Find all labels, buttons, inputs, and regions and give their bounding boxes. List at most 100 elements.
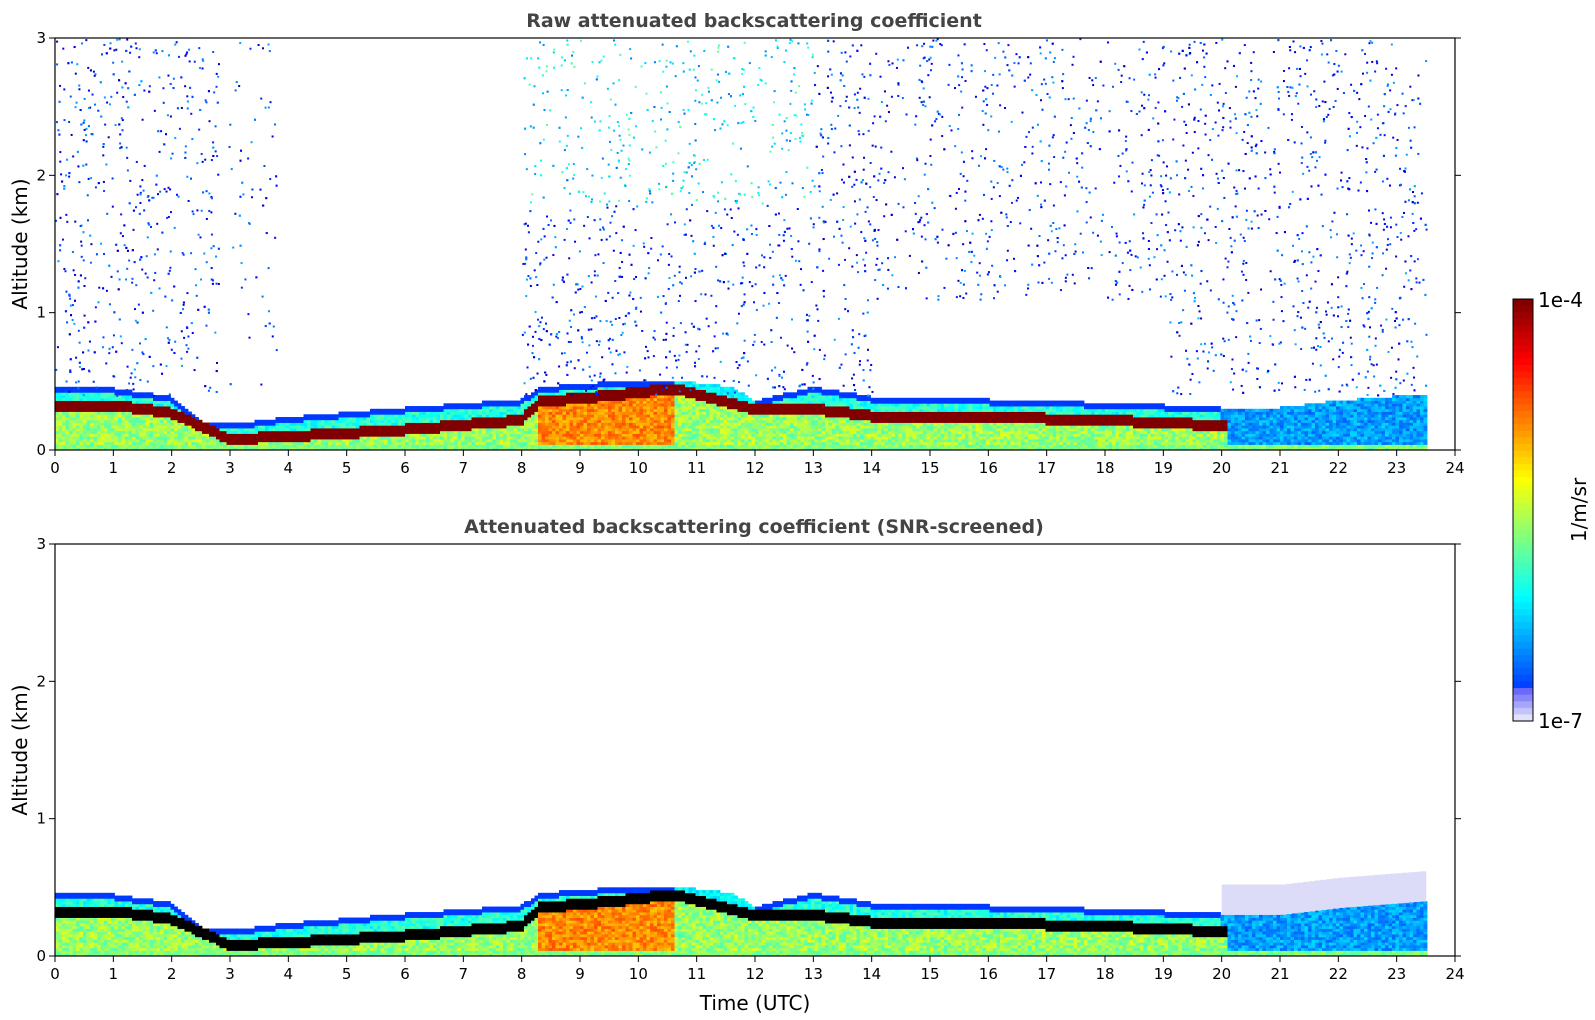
backscatter-cell	[324, 430, 329, 434]
backscatter-cell	[566, 403, 570, 407]
backscatter-cell	[580, 400, 584, 404]
backscatter-cell	[149, 406, 154, 410]
backscatter-cell	[233, 441, 238, 445]
backscatter-cell	[79, 439, 84, 443]
backscatter-cell	[664, 419, 668, 423]
backscatter-cell	[569, 430, 574, 434]
backscatter-cell	[678, 428, 682, 432]
backscatter-cell	[111, 395, 115, 399]
backscatter-cell	[153, 436, 157, 440]
backscatter-cell	[702, 411, 707, 415]
backscatter-cell	[674, 395, 679, 399]
backscatter-cell	[314, 439, 318, 443]
backscatter-cell	[114, 411, 119, 415]
backscatter-cell	[912, 425, 917, 429]
backscatter-cell	[226, 430, 231, 434]
backscatter-cell	[737, 406, 742, 410]
backscatter-cell	[517, 408, 521, 412]
backscatter-cell	[709, 411, 714, 415]
backscatter-cell	[237, 444, 241, 448]
backscatter-cell	[72, 417, 77, 421]
backscatter-cell	[625, 417, 630, 421]
backscatter-cell	[807, 439, 812, 443]
backscatter-cell	[870, 419, 875, 423]
backscatter-cell	[968, 447, 973, 451]
backscatter-cell	[562, 392, 567, 396]
backscatter-cell	[454, 430, 458, 434]
backscatter-cell	[786, 403, 791, 407]
backscatter-cell	[531, 430, 535, 434]
backscatter-cell	[125, 441, 129, 445]
backscatter-cell	[800, 395, 805, 399]
backscatter-cell	[492, 419, 497, 423]
backscatter-cell	[503, 406, 507, 410]
backscatter-cell	[251, 436, 255, 440]
backscatter-cell	[800, 403, 805, 407]
backscatter-cell	[909, 400, 913, 404]
backscatter-cell	[223, 425, 227, 429]
backscatter-cell	[650, 444, 654, 448]
backscatter-cell	[706, 400, 710, 404]
backscatter-cell	[373, 430, 378, 434]
backscatter-cell	[559, 439, 563, 443]
backscatter-cell	[909, 436, 913, 440]
backscatter-cell	[643, 406, 647, 410]
backscatter-cell	[818, 400, 822, 404]
backscatter-cell	[667, 395, 672, 399]
backscatter-cell	[807, 395, 812, 399]
backscatter-cell	[821, 430, 826, 434]
backscatter-cell	[373, 414, 378, 418]
backscatter-cell	[545, 433, 549, 437]
backscatter-cell	[440, 414, 444, 418]
backscatter-cell	[646, 392, 651, 396]
backscatter-cell	[247, 436, 252, 440]
backscatter-cell	[492, 436, 497, 440]
backscatter-cell	[328, 430, 332, 434]
backscatter-cell	[702, 397, 707, 401]
backscatter-cell	[282, 436, 287, 440]
backscatter-cell	[380, 433, 385, 437]
backscatter-cell	[755, 417, 759, 421]
backscatter-cell	[643, 386, 647, 390]
backscatter-cell	[394, 417, 399, 421]
backscatter-cell	[867, 417, 871, 421]
backscatter-cell	[86, 417, 91, 421]
backscatter-cell	[163, 428, 168, 432]
backscatter-cell	[702, 406, 707, 410]
backscatter-cell	[678, 419, 682, 423]
backscatter-cell	[734, 425, 738, 429]
backscatter-cell	[926, 414, 931, 418]
backscatter-cell	[674, 422, 679, 426]
backscatter-cell	[338, 422, 343, 426]
backscatter-cell	[618, 428, 623, 432]
backscatter-cell	[55, 406, 59, 410]
backscatter-cell	[961, 422, 966, 426]
backscatter-cell	[825, 428, 829, 432]
backscatter-cell	[538, 414, 542, 418]
backscatter-cell	[664, 406, 668, 410]
backscatter-cell	[902, 403, 906, 407]
backscatter-cell	[611, 444, 616, 448]
backscatter-cell	[282, 422, 287, 426]
backscatter-cell	[524, 422, 528, 426]
backscatter-cell	[867, 433, 871, 437]
backscatter-cell	[268, 428, 273, 432]
backscatter-cell	[160, 414, 164, 418]
backscatter-cell	[401, 433, 406, 437]
backscatter-cell	[618, 441, 623, 445]
backscatter-cell	[566, 406, 570, 410]
backscatter-cell	[107, 430, 112, 434]
backscatter-cell	[62, 425, 66, 429]
backscatter-cell	[870, 414, 875, 418]
backscatter-cell	[611, 419, 616, 423]
backscatter-cell	[534, 430, 539, 434]
backscatter-cell	[485, 441, 490, 445]
backscatter-cell	[58, 414, 63, 418]
backscatter-cell	[142, 417, 147, 421]
backscatter-cell	[671, 439, 675, 443]
backscatter-cell	[926, 428, 931, 432]
backscatter-cell	[468, 419, 472, 423]
backscatter-cell	[853, 403, 857, 407]
backscatter-cell	[825, 417, 829, 421]
backscatter-cell	[611, 417, 616, 421]
